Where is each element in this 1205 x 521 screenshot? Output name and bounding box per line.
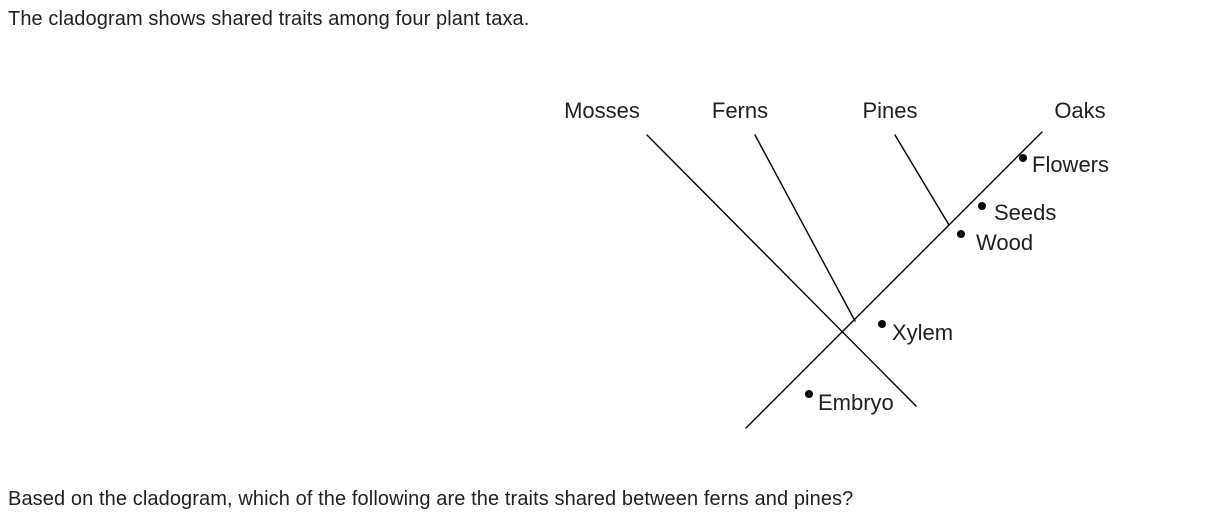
taxon-label-pines: Pines — [862, 98, 917, 123]
branch-mosses — [647, 135, 916, 406]
question-text: Based on the cladogram, which of the fol… — [8, 488, 853, 511]
branch-pines — [895, 135, 949, 225]
cladogram-diagram: Mosses Ferns Pines Oaks Flowers Seeds Wood Xyle… — [520, 70, 1160, 450]
trait-label-wood: Wood — [976, 230, 1033, 255]
cladogram-svg: Mosses Ferns Pines Oaks Flowers Seeds Wood Xyle… — [520, 70, 1160, 450]
branch-ferns — [755, 135, 855, 321]
intro-text: The cladogram shows shared traits among … — [8, 8, 529, 31]
page-container: The cladogram shows shared traits among … — [0, 0, 1205, 521]
trait-node-seeds — [978, 202, 986, 210]
taxon-label-mosses: Mosses — [564, 98, 640, 123]
trait-node-xylem — [878, 320, 886, 328]
taxon-label-oaks: Oaks — [1054, 98, 1105, 123]
taxon-label-ferns: Ferns — [712, 98, 768, 123]
trait-label-flowers: Flowers — [1032, 152, 1109, 177]
trait-label-seeds: Seeds — [994, 200, 1056, 225]
trait-label-embryo: Embryo — [818, 390, 894, 415]
trait-node-wood — [957, 230, 965, 238]
trait-node-flowers — [1019, 154, 1027, 162]
trait-node-embryo — [805, 390, 813, 398]
trait-label-xylem: Xylem — [892, 320, 953, 345]
